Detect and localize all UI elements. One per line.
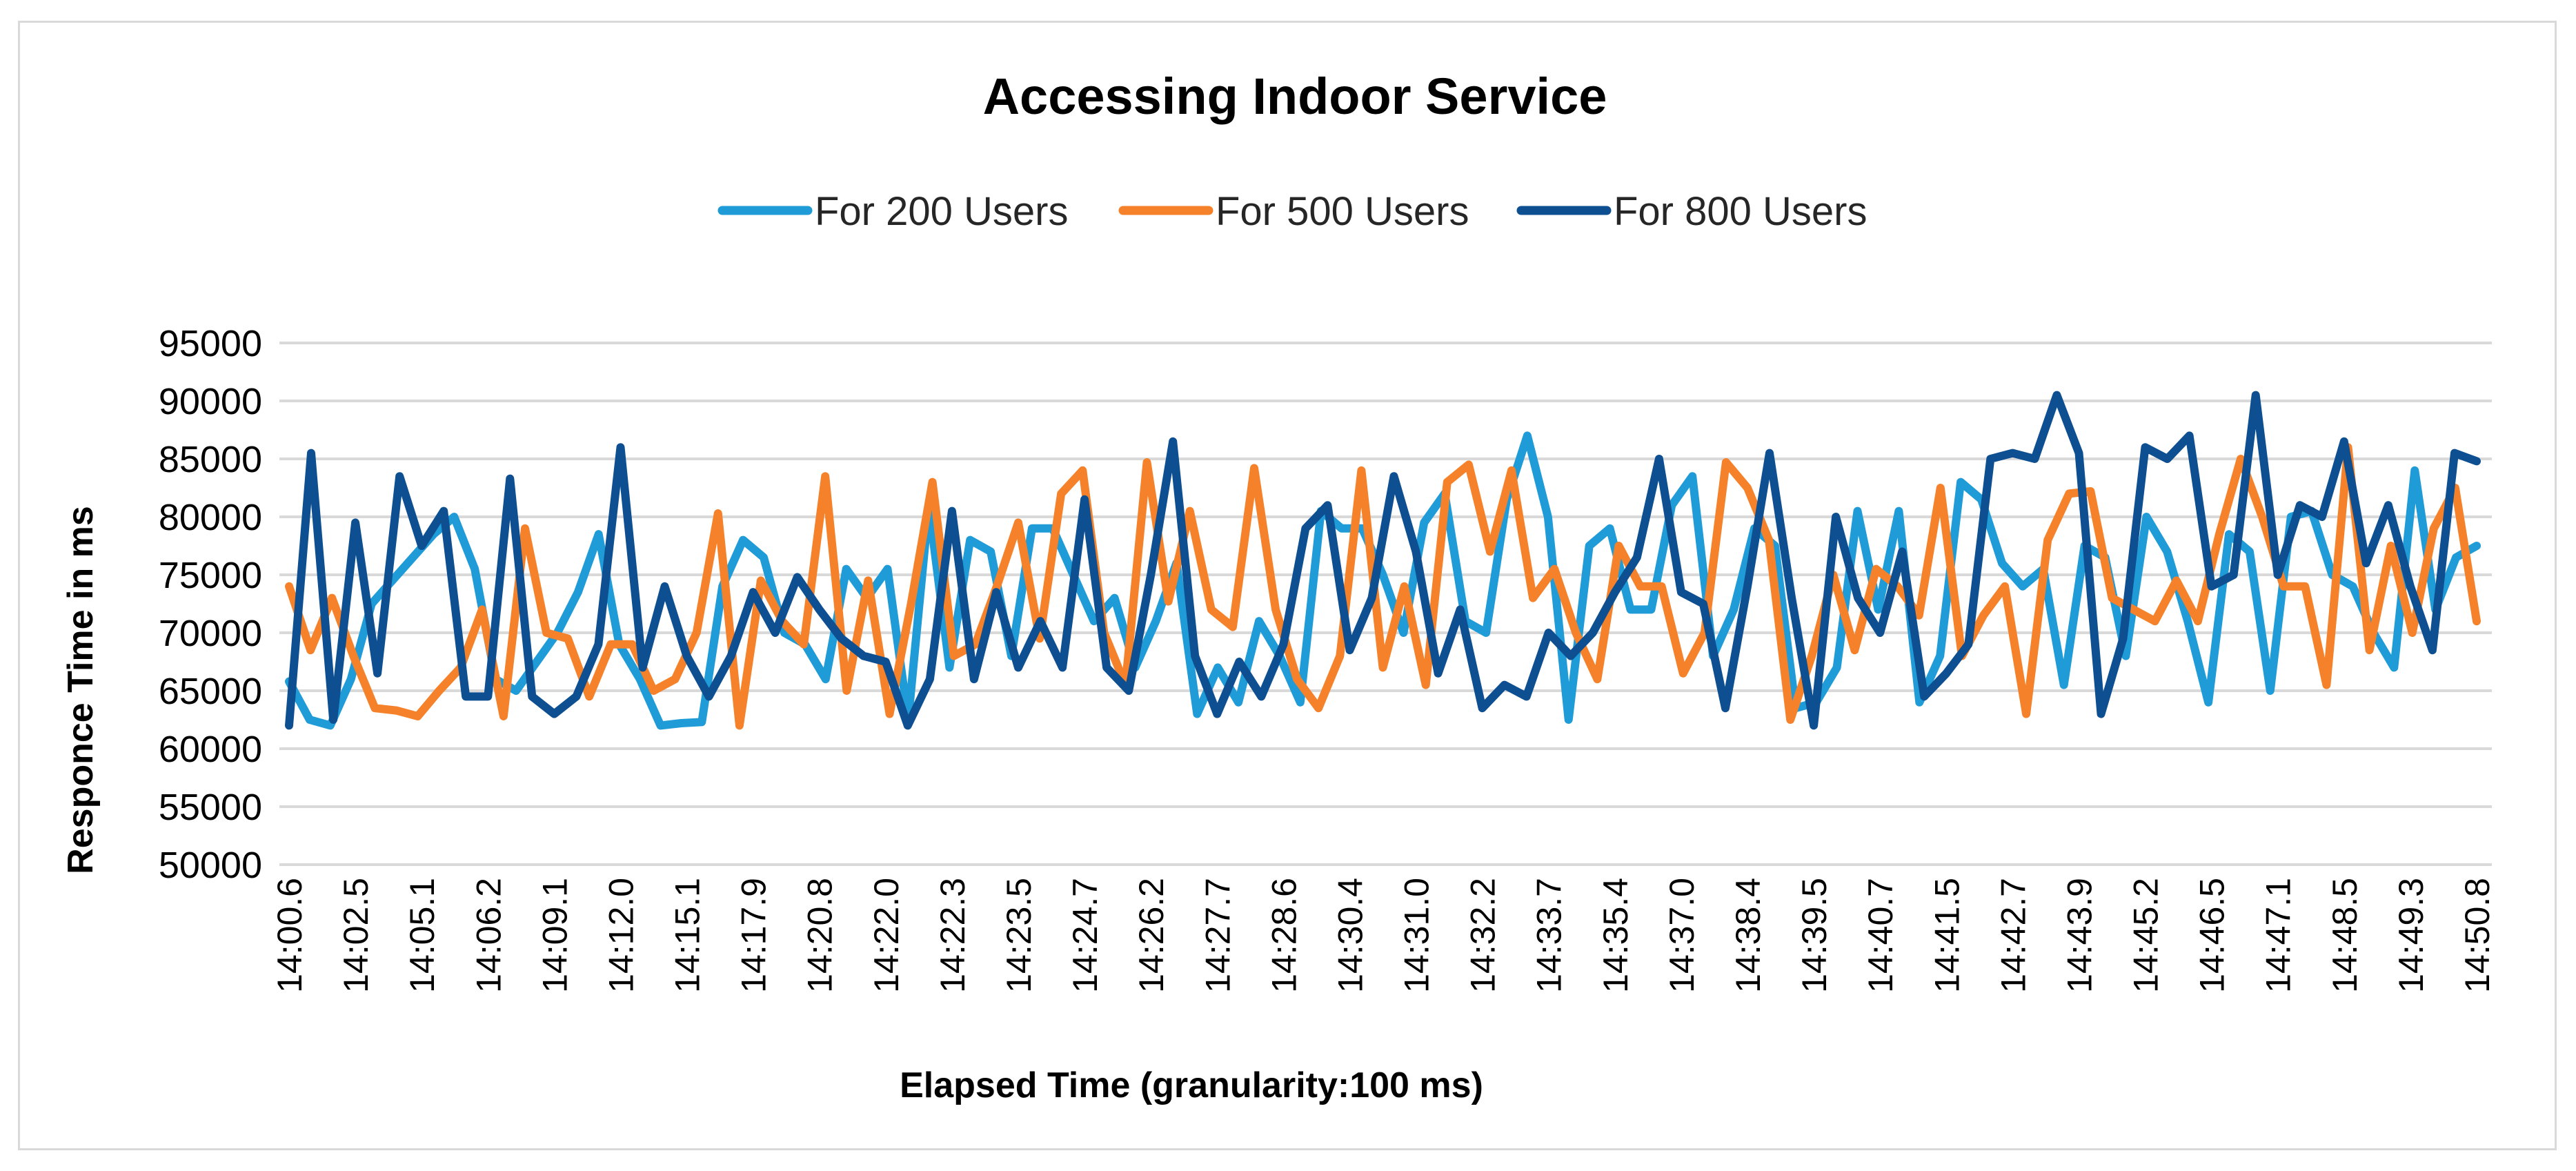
x-tick-label: 14:43.9 [2060, 878, 2099, 993]
x-tick-label: 14:12.0 [602, 878, 640, 993]
x-tick-label: 14:39.5 [1795, 878, 1834, 993]
x-tick-label: 14:17.9 [735, 878, 773, 993]
x-axis-label: Elapsed Time (granularity:100 ms) [900, 1065, 1483, 1105]
y-tick-label: 80000 [159, 497, 262, 538]
y-tick-label: 65000 [159, 671, 262, 712]
x-tick-label: 14:42.7 [1994, 878, 2032, 993]
x-tick-label: 14:48.5 [2326, 878, 2364, 993]
x-tick-label: 14:49.3 [2392, 878, 2430, 993]
x-tick-label: 14:47.1 [2259, 878, 2298, 993]
y-tick-label: 55000 [159, 787, 262, 828]
x-tick-label: 14:31.0 [1398, 878, 1436, 993]
legend-label-2: For 500 Users [1216, 189, 1469, 234]
x-tick-label: 14:46.5 [2193, 878, 2232, 993]
y-tick-label: 70000 [159, 613, 262, 654]
y-tick-label: 50000 [159, 845, 262, 886]
x-tick-label: 14:20.8 [801, 878, 840, 993]
x-tick-label: 14:28.6 [1265, 878, 1303, 993]
x-tick-label: 14:02.5 [337, 878, 375, 993]
x-tick-label: 14:41.5 [1928, 878, 1966, 993]
x-tick-label: 14:09.1 [535, 878, 574, 993]
x-tick-label: 14:38.4 [1729, 878, 1767, 993]
y-axis-ticks: 95000 90000 85000 80000 75000 70000 65000 60000… [159, 323, 262, 886]
x-tick-label: 14:32.2 [1464, 878, 1503, 993]
x-tick-label: 14:06.2 [469, 878, 508, 993]
x-tick-label: 14:33.7 [1530, 878, 1569, 993]
legend: For 200 Users For 500 Users For 800 Users [717, 189, 1867, 234]
y-tick-label: 75000 [159, 555, 262, 596]
x-tick-label: 14:27.7 [1198, 878, 1237, 993]
legend-label-1: For 200 Users [815, 189, 1068, 234]
x-axis-ticks: 14:00.6 14:02.5 14:05.1 14:06.2 14:09.1 14:12… [270, 878, 2497, 993]
x-tick-label: 14:00.6 [270, 878, 309, 993]
x-tick-label: 14:30.4 [1331, 878, 1369, 993]
x-tick-label: 14:37.0 [1663, 878, 1701, 993]
x-tick-label: 14:26.2 [1132, 878, 1171, 993]
y-tick-label: 60000 [159, 729, 262, 770]
legend-label-3: For 800 Users [1614, 189, 1867, 234]
x-tick-label: 14:05.1 [403, 878, 442, 993]
x-tick-label: 14:22.3 [933, 878, 972, 993]
series-line-2 [285, 443, 2481, 730]
series-lines [285, 391, 2481, 730]
x-tick-label: 14:35.4 [1596, 878, 1635, 993]
x-tick-label: 14:15.1 [668, 878, 707, 993]
y-tick-label: 95000 [159, 323, 262, 364]
x-tick-label: 14:40.7 [1861, 878, 1900, 993]
x-tick-label: 14:23.5 [1000, 878, 1038, 993]
x-tick-label: 14:50.8 [2458, 878, 2497, 993]
chart-title: Accessing Indoor Service [983, 68, 1607, 125]
y-tick-label: 90000 [159, 381, 262, 422]
x-tick-label: 14:22.0 [867, 878, 906, 993]
series-line-3 [285, 391, 2481, 730]
y-axis-label: Responce Time in ms [61, 506, 101, 874]
y-tick-label: 85000 [159, 439, 262, 480]
x-tick-label: 14:45.2 [2127, 878, 2166, 993]
x-tick-label: 14:24.7 [1066, 878, 1104, 993]
